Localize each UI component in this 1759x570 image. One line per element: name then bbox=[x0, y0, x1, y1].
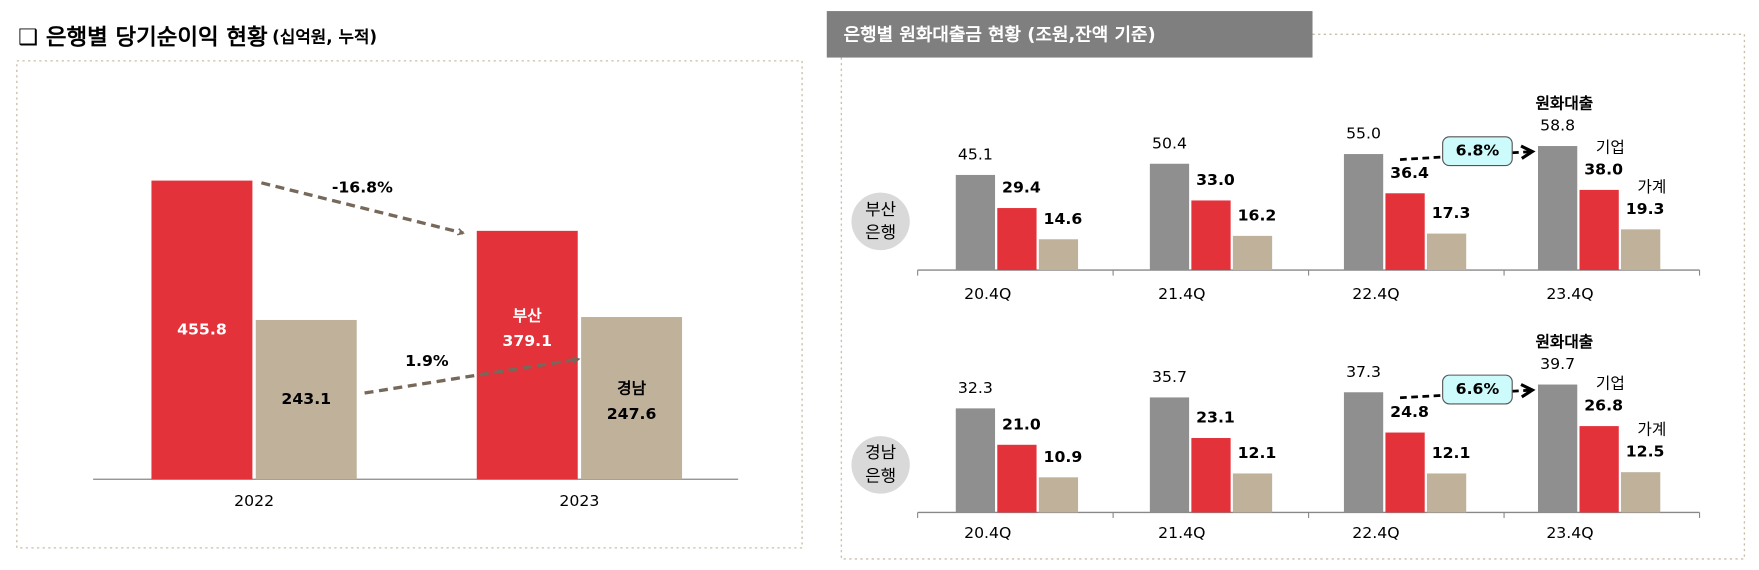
value-label: 12.1 bbox=[1238, 444, 1277, 462]
bar bbox=[1385, 432, 1425, 513]
change-arrow bbox=[364, 359, 579, 395]
annotation-box bbox=[1442, 136, 1513, 167]
panel-title: 은행별 원화대출금 현황 (조원,잔액 기준) bbox=[844, 24, 1156, 45]
x-tick-label: 20.4Q bbox=[964, 524, 1011, 542]
value-label: 23.1 bbox=[1196, 409, 1235, 427]
x-tick-label: 22.4Q bbox=[1352, 285, 1399, 303]
left-title: ❑ 은행별 당기순이익 현황 (십억원, 누적) bbox=[18, 24, 377, 50]
series-label: 기업 bbox=[1596, 375, 1625, 393]
x-tick-label: 23.4Q bbox=[1546, 524, 1593, 542]
series-label: 부산 bbox=[513, 307, 543, 325]
row-label: 은행 bbox=[865, 222, 896, 242]
bar bbox=[1538, 146, 1578, 271]
series-label: 가계 bbox=[1637, 178, 1666, 196]
row-label: 부산 bbox=[865, 199, 896, 219]
bar bbox=[255, 319, 357, 480]
value-label: 243.1 bbox=[281, 390, 331, 408]
series-label: 원화대출 bbox=[1535, 332, 1593, 351]
value-label: 12.1 bbox=[1432, 444, 1471, 462]
annotation: -16.8% bbox=[332, 179, 393, 197]
bar bbox=[1621, 472, 1661, 513]
value-label: 29.4 bbox=[1002, 179, 1041, 197]
bar bbox=[1621, 229, 1661, 271]
value-label: 45.1 bbox=[958, 146, 993, 164]
value-label: 26.8 bbox=[1584, 397, 1623, 415]
bar bbox=[1579, 189, 1619, 271]
series-label: 가계 bbox=[1637, 421, 1666, 439]
value-label: 19.3 bbox=[1626, 200, 1665, 218]
bar bbox=[151, 180, 253, 480]
bar bbox=[1232, 235, 1273, 271]
series-label: 경남 bbox=[617, 380, 647, 398]
value-label: 38.0 bbox=[1584, 161, 1623, 179]
right-frame bbox=[840, 33, 1746, 560]
value-label: 21.0 bbox=[1002, 415, 1041, 433]
value-label: 247.6 bbox=[607, 405, 657, 423]
value-label: 12.5 bbox=[1626, 443, 1665, 461]
bar bbox=[476, 230, 578, 480]
change-arrow bbox=[260, 181, 463, 233]
value-label: 455.8 bbox=[177, 320, 227, 338]
bar bbox=[1426, 473, 1467, 513]
bar bbox=[955, 408, 996, 513]
value-label: 16.2 bbox=[1238, 207, 1277, 225]
bar bbox=[1191, 438, 1231, 513]
row-label: 경남 bbox=[865, 442, 896, 462]
x-tick-label: 22.4Q bbox=[1352, 524, 1399, 542]
value-label: 55.0 bbox=[1346, 125, 1381, 143]
x-tick-label: 23.4Q bbox=[1546, 285, 1593, 303]
value-label: 24.8 bbox=[1390, 403, 1429, 421]
row-badge bbox=[851, 192, 910, 251]
bar bbox=[1232, 473, 1273, 513]
series-label: 기업 bbox=[1596, 138, 1625, 156]
panel-header bbox=[826, 11, 1313, 58]
bar bbox=[1343, 392, 1384, 513]
bar bbox=[1038, 477, 1079, 513]
annotation: 1.9% bbox=[405, 352, 449, 370]
bar bbox=[1385, 193, 1425, 271]
bar bbox=[1343, 154, 1384, 271]
value-label: 35.7 bbox=[1152, 368, 1187, 386]
chart-title: ❑ 은행별 당기순이익 현황 bbox=[18, 24, 268, 50]
value-label: 50.4 bbox=[1152, 134, 1187, 152]
value-label: 33.0 bbox=[1196, 171, 1235, 189]
value-label: 32.3 bbox=[958, 379, 993, 397]
annotation: 6.6% bbox=[1456, 380, 1500, 398]
bar bbox=[955, 174, 996, 271]
bar bbox=[1579, 426, 1619, 513]
x-tick-label: 21.4Q bbox=[1158, 524, 1205, 542]
value-label: 14.6 bbox=[1044, 210, 1083, 228]
bar bbox=[997, 444, 1037, 513]
x-tick-label: 20.4Q bbox=[964, 285, 1011, 303]
bar bbox=[1038, 239, 1079, 271]
bar bbox=[581, 317, 683, 480]
value-label: 379.1 bbox=[502, 332, 552, 350]
bar bbox=[1191, 200, 1231, 271]
value-label: 39.7 bbox=[1540, 355, 1575, 373]
x-tick-label: 2022 bbox=[234, 492, 274, 510]
bar bbox=[1538, 384, 1578, 513]
row-badge bbox=[851, 436, 910, 494]
value-label: 58.8 bbox=[1540, 117, 1575, 135]
value-label: 36.4 bbox=[1390, 164, 1429, 182]
value-label: 10.9 bbox=[1044, 448, 1083, 466]
bar bbox=[1149, 397, 1190, 513]
annotation-box bbox=[1442, 374, 1513, 405]
bar bbox=[997, 208, 1037, 271]
bar bbox=[1426, 233, 1467, 271]
row-label: 은행 bbox=[865, 466, 896, 486]
value-label: 37.3 bbox=[1346, 363, 1381, 381]
series-label: 원화대출 bbox=[1535, 94, 1593, 113]
value-label: 17.3 bbox=[1432, 204, 1471, 222]
x-tick-label: 2023 bbox=[559, 492, 599, 510]
chart-subtitle: (십억원, 누적) bbox=[272, 26, 377, 46]
annotation: 6.8% bbox=[1456, 142, 1500, 160]
bar bbox=[1149, 163, 1190, 271]
x-tick-label: 21.4Q bbox=[1158, 285, 1205, 303]
left-frame bbox=[16, 60, 803, 549]
